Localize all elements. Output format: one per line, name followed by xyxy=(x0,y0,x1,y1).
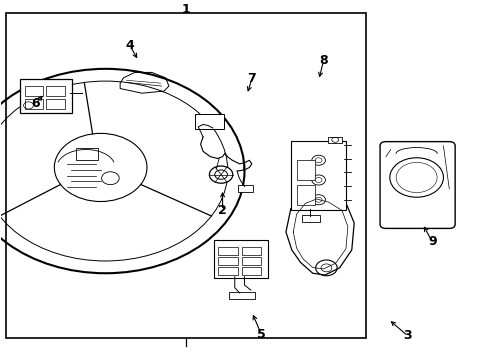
Text: 5: 5 xyxy=(257,328,265,341)
FancyBboxPatch shape xyxy=(296,185,314,206)
FancyBboxPatch shape xyxy=(20,79,72,113)
FancyBboxPatch shape xyxy=(5,13,366,338)
Circle shape xyxy=(209,166,232,183)
FancyBboxPatch shape xyxy=(213,240,267,278)
FancyBboxPatch shape xyxy=(218,257,237,265)
Text: 9: 9 xyxy=(427,235,436,248)
FancyBboxPatch shape xyxy=(24,86,43,96)
FancyBboxPatch shape xyxy=(328,136,341,143)
FancyBboxPatch shape xyxy=(229,292,254,299)
FancyBboxPatch shape xyxy=(291,141,346,210)
FancyBboxPatch shape xyxy=(194,114,223,129)
FancyBboxPatch shape xyxy=(301,215,319,222)
Text: 1: 1 xyxy=(181,3,190,16)
FancyBboxPatch shape xyxy=(76,148,98,160)
Text: 6: 6 xyxy=(31,98,40,111)
FancyBboxPatch shape xyxy=(218,267,237,275)
FancyBboxPatch shape xyxy=(46,86,64,96)
Text: 3: 3 xyxy=(403,329,411,342)
Text: 8: 8 xyxy=(319,54,327,67)
FancyBboxPatch shape xyxy=(238,185,252,192)
Text: 4: 4 xyxy=(125,39,134,52)
FancyBboxPatch shape xyxy=(241,247,261,255)
Circle shape xyxy=(54,134,147,202)
FancyBboxPatch shape xyxy=(296,160,314,180)
FancyBboxPatch shape xyxy=(24,99,43,109)
Text: 2: 2 xyxy=(218,204,226,217)
FancyBboxPatch shape xyxy=(46,99,64,109)
FancyBboxPatch shape xyxy=(218,247,237,255)
Text: 7: 7 xyxy=(247,72,256,85)
FancyBboxPatch shape xyxy=(241,257,261,265)
FancyBboxPatch shape xyxy=(241,267,261,275)
FancyBboxPatch shape xyxy=(379,141,454,228)
